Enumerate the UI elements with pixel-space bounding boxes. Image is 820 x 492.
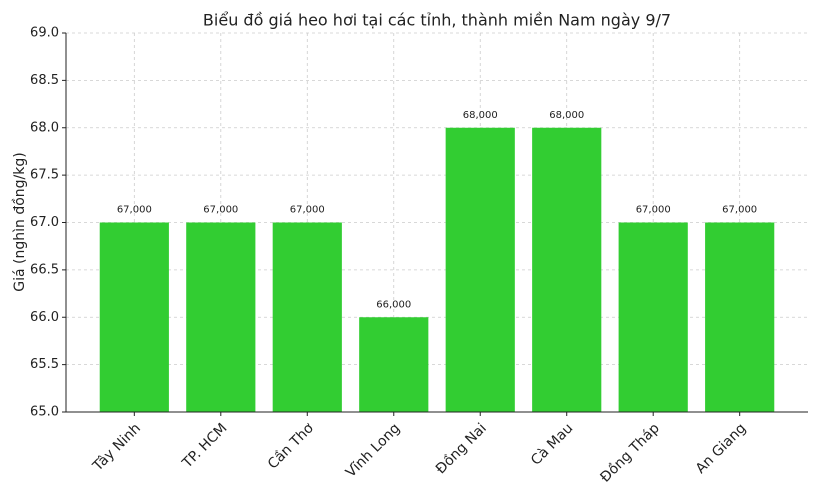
y-tick-label: 69.0 [30,26,59,41]
bar [186,222,256,412]
bar [359,317,429,412]
y-tick-label: 65.5 [30,357,59,372]
value-label: 67,000 [722,205,757,216]
chart-title: Biểu đồ giá heo hơi tại các tỉnh, thành … [203,11,671,30]
x-tick-label: Cà Mau [528,420,576,468]
y-tick-label: 67.0 [30,215,59,230]
bar [705,222,775,412]
x-tick-label: Đồng Tháp [597,420,663,486]
value-label: 66,000 [376,299,411,310]
bar [99,222,169,412]
x-tick-label: Đồng Nai [432,420,490,478]
value-label: 67,000 [117,205,152,216]
x-tick-label: TP. HCM [179,420,231,472]
value-label: 67,000 [636,205,671,216]
bar [618,222,688,412]
value-label: 68,000 [463,110,498,121]
value-label: 67,000 [290,205,325,216]
y-tick-label: 65.0 [30,405,59,420]
y-axis-label: Giá (nghìn đồng/kg) [11,152,28,291]
value-label: 67,000 [203,205,238,216]
y-tick-label: 68.5 [30,73,59,88]
x-tick-label: Cần Thơ [265,420,317,472]
x-tick-label: An Giang [693,420,750,477]
y-tick-label: 66.0 [30,310,59,325]
bar [532,127,602,412]
value-label: 68,000 [549,110,584,121]
bar [272,222,342,412]
y-tick-label: 67.5 [30,168,59,183]
x-tick-label: Tây Ninh [89,420,144,475]
y-tick-label: 68.0 [30,120,59,135]
bar [445,127,515,412]
x-tick-label: Vĩnh Long [343,420,403,480]
y-tick-label: 66.5 [30,262,59,277]
